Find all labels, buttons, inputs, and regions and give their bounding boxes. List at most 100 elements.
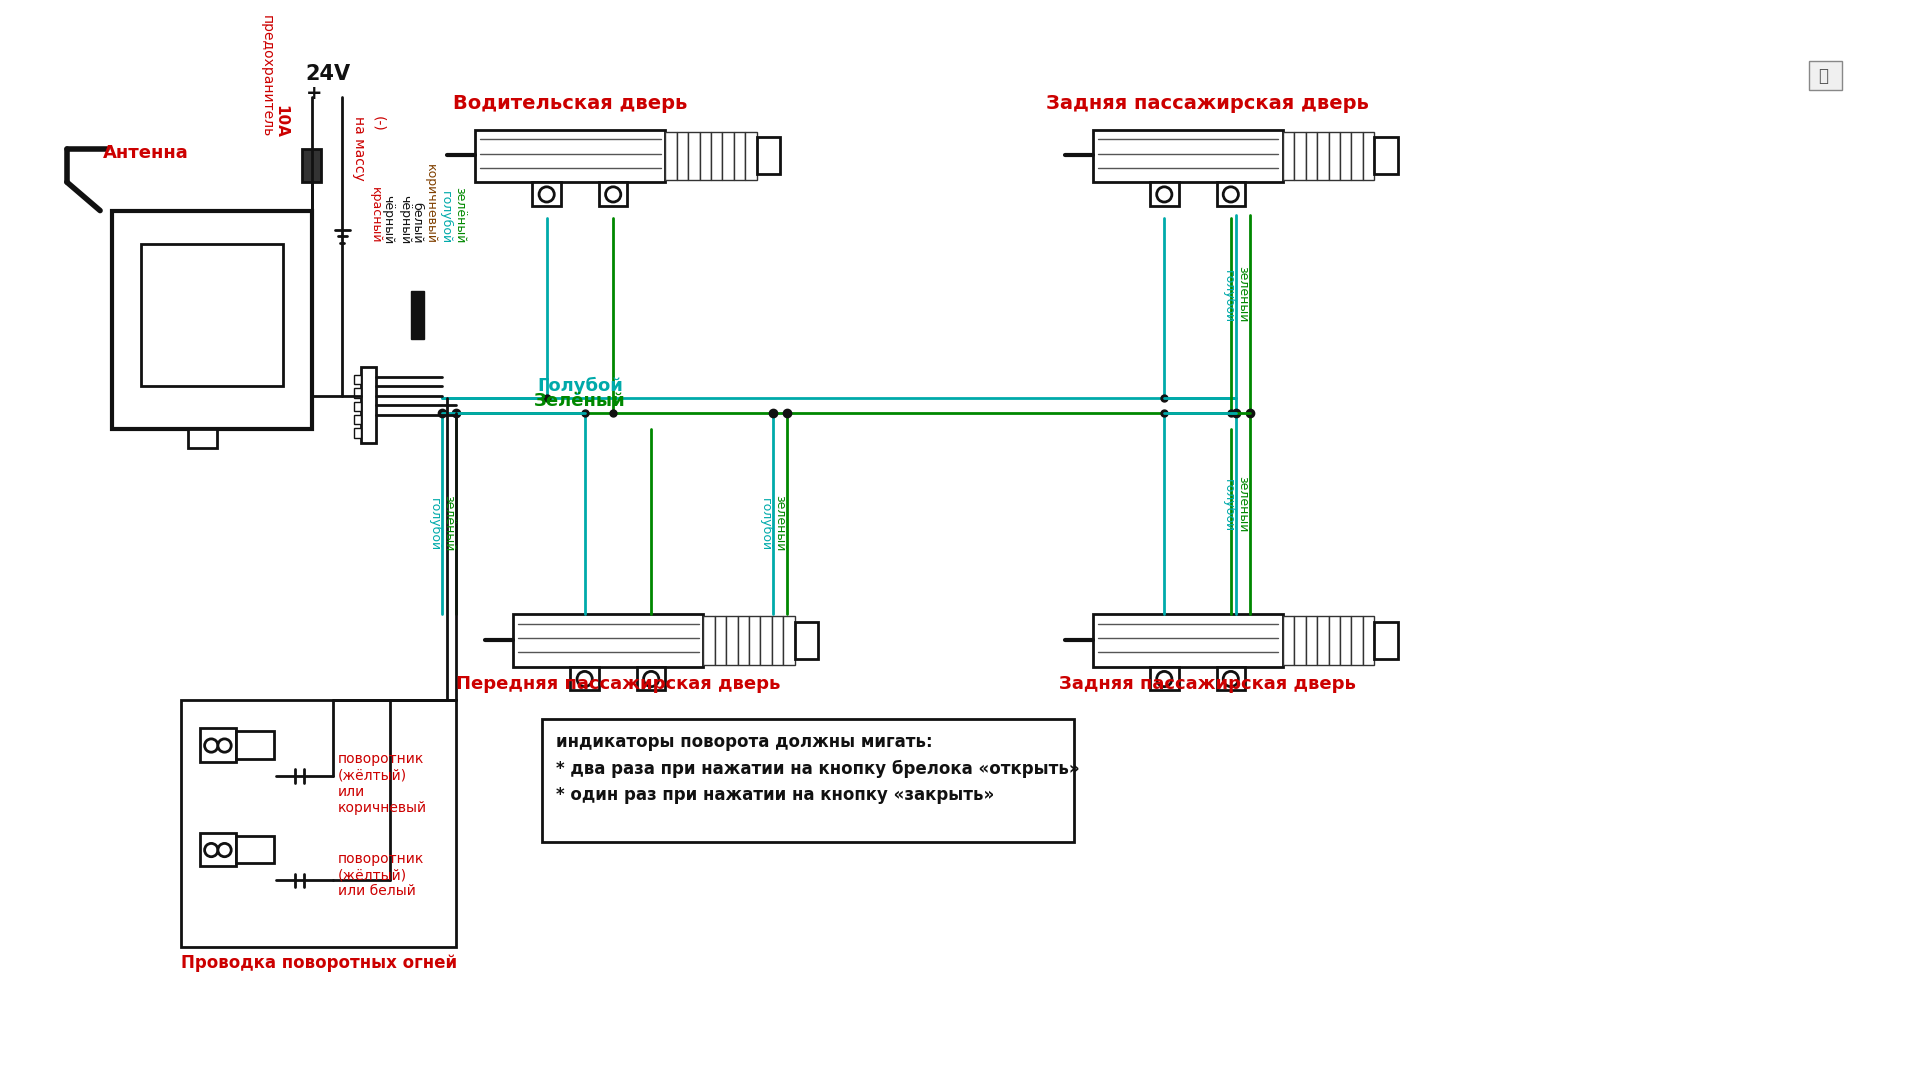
- Text: Водительская дверь: Водительская дверь: [453, 94, 687, 113]
- Bar: [188, 429, 217, 448]
- Text: Голубой: Голубой: [538, 377, 622, 395]
- Bar: [1150, 183, 1179, 206]
- Circle shape: [1223, 672, 1238, 687]
- Bar: [200, 833, 236, 866]
- Bar: [599, 183, 628, 206]
- Bar: [1217, 183, 1244, 206]
- Bar: [1092, 615, 1283, 666]
- Bar: [1283, 617, 1294, 665]
- Bar: [678, 132, 687, 180]
- Text: чёрный: чёрный: [397, 194, 411, 244]
- Bar: [353, 402, 361, 411]
- Bar: [200, 728, 236, 761]
- Text: предохранитель: предохранитель: [259, 15, 273, 137]
- Circle shape: [205, 739, 217, 752]
- Bar: [140, 244, 284, 387]
- Circle shape: [217, 739, 230, 752]
- Text: Задняя пассажирская дверь: Задняя пассажирская дверь: [1058, 675, 1356, 692]
- Bar: [236, 836, 275, 863]
- Text: голубой: голубой: [1221, 478, 1235, 531]
- Text: Передняя пассажирская дверь: Передняя пассажирская дверь: [455, 675, 780, 692]
- Bar: [710, 132, 722, 180]
- Bar: [722, 132, 733, 180]
- Bar: [1363, 132, 1375, 180]
- Bar: [733, 132, 745, 180]
- Bar: [783, 617, 795, 665]
- Bar: [353, 375, 361, 384]
- Text: поворотник
(жёлтый)
или белый: поворотник (жёлтый) или белый: [338, 852, 424, 899]
- Text: 24V: 24V: [305, 65, 351, 84]
- Bar: [772, 617, 783, 665]
- Bar: [353, 415, 361, 424]
- Circle shape: [205, 843, 217, 856]
- Bar: [513, 615, 703, 666]
- Bar: [353, 428, 361, 437]
- Bar: [756, 137, 780, 175]
- Text: ⛶: ⛶: [1818, 67, 1828, 84]
- Bar: [1352, 132, 1363, 180]
- Text: +: +: [307, 84, 323, 104]
- Bar: [666, 132, 678, 180]
- Text: (-): (-): [371, 116, 384, 132]
- Text: белый: белый: [411, 202, 422, 244]
- Bar: [1375, 622, 1398, 659]
- Bar: [1363, 617, 1375, 665]
- Circle shape: [1156, 672, 1171, 687]
- Text: зелёный: зелёный: [1236, 475, 1248, 531]
- Text: Антенна: Антенна: [104, 145, 188, 162]
- Text: голубой: голубой: [438, 191, 451, 244]
- Bar: [699, 132, 710, 180]
- Bar: [180, 700, 457, 947]
- Text: Задняя пассажирская дверь: Задняя пассажирская дверь: [1046, 94, 1369, 113]
- Bar: [1306, 617, 1317, 665]
- Text: 10А: 10А: [273, 105, 288, 137]
- Bar: [236, 731, 275, 759]
- Bar: [703, 617, 714, 665]
- Text: зелёный: зелёный: [442, 495, 455, 551]
- Text: зелёный: зелёный: [453, 188, 467, 244]
- Bar: [1809, 62, 1841, 90]
- Bar: [476, 130, 666, 183]
- Text: индикаторы поворота должны мигать:
* два раза при нажатии на кнопку брелока «отк: индикаторы поворота должны мигать: * два…: [557, 733, 1079, 805]
- Bar: [637, 666, 666, 690]
- Circle shape: [217, 843, 230, 856]
- Bar: [1317, 132, 1329, 180]
- Bar: [737, 617, 749, 665]
- Text: Проводка поворотных огней: Проводка поворотных огней: [180, 954, 457, 972]
- Bar: [1283, 132, 1294, 180]
- Bar: [532, 183, 561, 206]
- Bar: [1217, 666, 1244, 690]
- Circle shape: [1223, 187, 1238, 202]
- Bar: [411, 292, 424, 339]
- Bar: [1340, 132, 1352, 180]
- Bar: [570, 666, 599, 690]
- Bar: [1329, 132, 1340, 180]
- Bar: [687, 132, 699, 180]
- Circle shape: [540, 187, 555, 202]
- Bar: [1092, 130, 1283, 183]
- Circle shape: [1156, 187, 1171, 202]
- Bar: [1294, 132, 1306, 180]
- Text: голубой: голубой: [1221, 270, 1235, 323]
- Bar: [1306, 132, 1317, 180]
- Text: красный: красный: [369, 187, 382, 244]
- Text: чёрный: чёрный: [382, 194, 394, 244]
- Bar: [1352, 617, 1363, 665]
- Bar: [353, 389, 361, 397]
- Bar: [541, 719, 1073, 842]
- Circle shape: [605, 187, 620, 202]
- Bar: [749, 617, 760, 665]
- Bar: [1150, 666, 1179, 690]
- Circle shape: [643, 672, 659, 687]
- Bar: [1340, 617, 1352, 665]
- Text: голубой: голубой: [758, 498, 772, 551]
- Text: голубой: голубой: [428, 498, 442, 551]
- Bar: [1329, 617, 1340, 665]
- Bar: [795, 622, 818, 659]
- Text: коричневый: коричневый: [424, 164, 438, 244]
- Bar: [1375, 137, 1398, 175]
- Text: зелёный: зелёный: [774, 495, 785, 551]
- Bar: [1317, 617, 1329, 665]
- Bar: [1294, 617, 1306, 665]
- Text: поворотник
(жёлтый)
или
коричневый: поворотник (жёлтый) или коричневый: [338, 752, 426, 814]
